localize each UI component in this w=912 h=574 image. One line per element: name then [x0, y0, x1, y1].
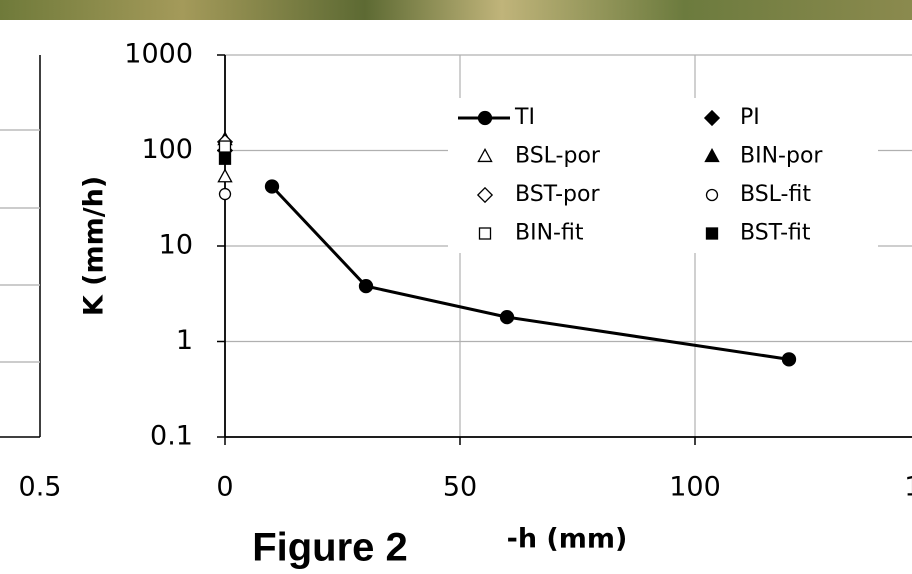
point: [218, 140, 232, 153]
legend: [448, 98, 878, 253]
point: [264, 179, 280, 194]
x-tick-label: 100: [669, 472, 721, 503]
legend-marker: [704, 147, 720, 163]
x-tick-label: 0: [216, 472, 233, 503]
partial-x-tick: 0.5: [19, 472, 62, 503]
legend-marker: [478, 227, 492, 240]
legend-label: BSL-por: [515, 144, 601, 169]
legend-label: BST-fit: [740, 221, 811, 246]
y-tick-label: 1000: [124, 39, 193, 70]
point: [358, 278, 374, 294]
legend-marker: [703, 109, 721, 127]
legend-label: BST-por: [515, 182, 600, 207]
partial-panel: [0, 55, 41, 438]
legend-marker: [705, 188, 719, 202]
series-line: [270, 185, 790, 361]
legend-marker: [476, 186, 494, 204]
point: [217, 168, 233, 183]
point: [218, 187, 232, 201]
legend-marker: [477, 147, 493, 163]
point: [781, 352, 797, 367]
x-tick-label: 50: [443, 472, 477, 503]
y-tick-label: 10: [159, 230, 193, 261]
point: [218, 152, 232, 165]
y-tick-label: 1: [176, 325, 193, 356]
caption: Figure 2: [252, 526, 408, 570]
legend-label: TI: [514, 105, 535, 130]
point: [499, 309, 515, 325]
y-tick-label: 100: [141, 134, 193, 165]
legend-label: BIN-por: [740, 144, 823, 169]
x-tick-label: 150: [904, 472, 912, 503]
legend-label: BIN-fit: [515, 221, 584, 246]
legend-label: PI: [740, 105, 760, 130]
legend-marker: [477, 110, 493, 126]
y-axis-label: K (mm/h): [79, 176, 110, 316]
y-tick-label: 0.1: [150, 421, 193, 452]
legend-marker: [705, 227, 719, 240]
legend-label: BSL-fit: [740, 182, 811, 207]
x-axis-label: -h (mm): [507, 524, 628, 555]
photo-strip: [0, 0, 912, 20]
